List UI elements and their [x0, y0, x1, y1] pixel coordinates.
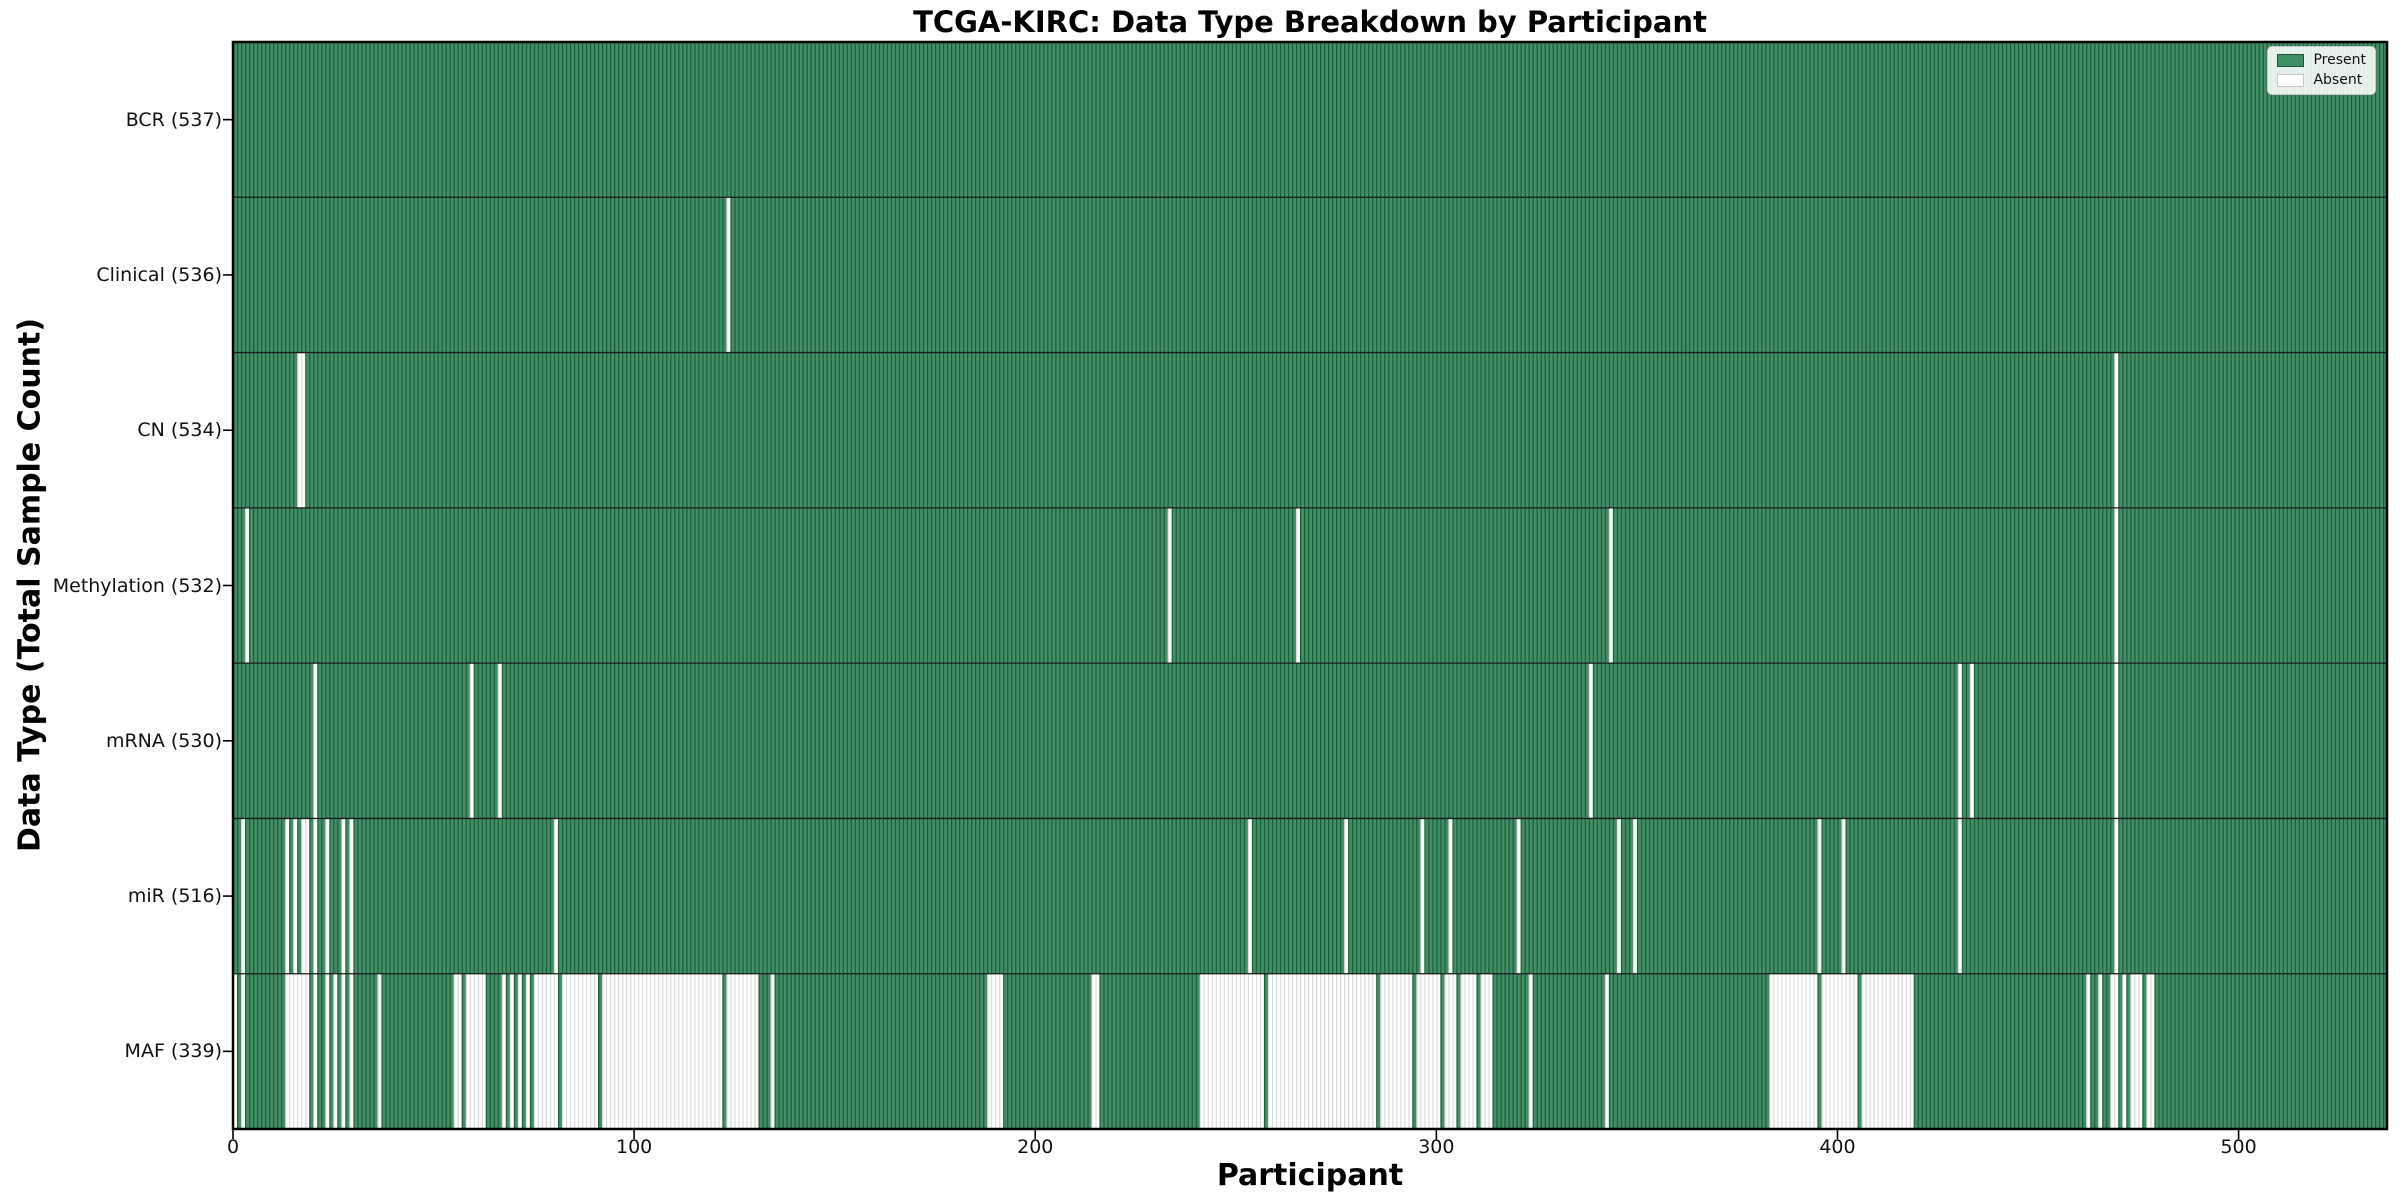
x-tick-label-0: 0: [226, 1136, 240, 1158]
y-tick-label-Methylation: Methylation (532): [52, 574, 222, 597]
y-tick-label-miR: miR (516): [127, 885, 222, 908]
x-tick-label-200: 200: [1017, 1136, 1054, 1158]
y-tick-label-CN: CN (534): [137, 419, 222, 442]
legend-entry-present: Present: [2277, 53, 2366, 68]
y-tick-label-Clinical: Clinical (536): [96, 263, 222, 286]
legend-label-present: Present: [2313, 52, 2366, 68]
legend: Present Absent: [2267, 46, 2376, 95]
x-tick-label-100: 100: [615, 1136, 653, 1158]
y-tick-label-mRNA: mRNA (530): [105, 729, 222, 752]
x-tick-label-500: 500: [2220, 1136, 2257, 1158]
chart-title: TCGA-KIRC: Data Type Breakdown by Partic…: [913, 5, 1707, 39]
x-tick-label-400: 400: [1819, 1136, 1856, 1158]
x-tick-label-300: 300: [1418, 1136, 1455, 1158]
x-axis-label: Participant: [1216, 1158, 1404, 1193]
legend-label-absent: Absent: [2313, 72, 2363, 88]
y-tick-label-BCR: BCR (537): [125, 108, 222, 131]
present-swatch-icon: [2277, 54, 2305, 67]
y-tick-label-MAF: MAF (339): [124, 1040, 222, 1063]
y-axis-label: Data Type (Total Sample Count): [12, 317, 48, 853]
absent-swatch-icon: [2277, 74, 2305, 87]
legend-entry-absent: Absent: [2277, 73, 2366, 88]
